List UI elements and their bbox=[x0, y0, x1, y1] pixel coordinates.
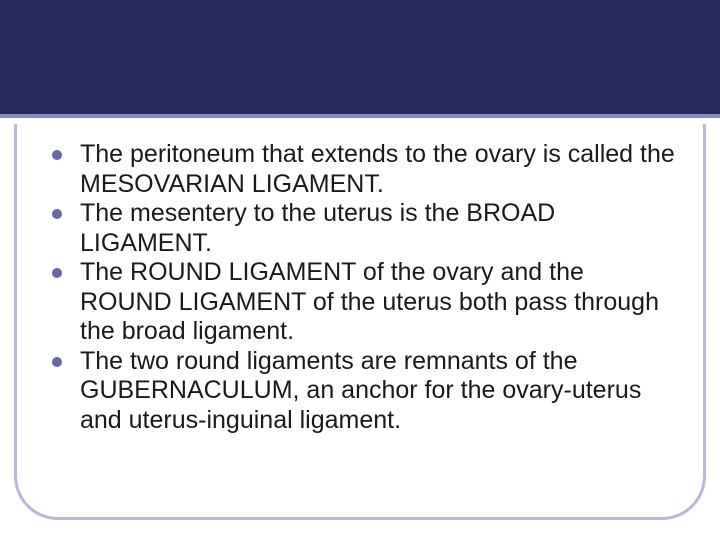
list-item: The two round ligaments are remnants of … bbox=[48, 347, 678, 436]
bullet-text: The two round ligaments are remnants of … bbox=[80, 347, 641, 434]
bullet-text: The mesentery to the uterus is the BROAD… bbox=[80, 199, 555, 257]
bullet-text: The ROUND LIGAMENT of the ovary and the … bbox=[80, 258, 659, 345]
header-band bbox=[0, 0, 720, 118]
bullet-text: The peritoneum that extends to the ovary… bbox=[80, 140, 675, 198]
list-item: The ROUND LIGAMENT of the ovary and the … bbox=[48, 258, 678, 347]
list-item: The mesentery to the uterus is the BROAD… bbox=[48, 199, 678, 258]
bullet-list: The peritoneum that extends to the ovary… bbox=[48, 140, 678, 435]
list-item: The peritoneum that extends to the ovary… bbox=[48, 140, 678, 199]
